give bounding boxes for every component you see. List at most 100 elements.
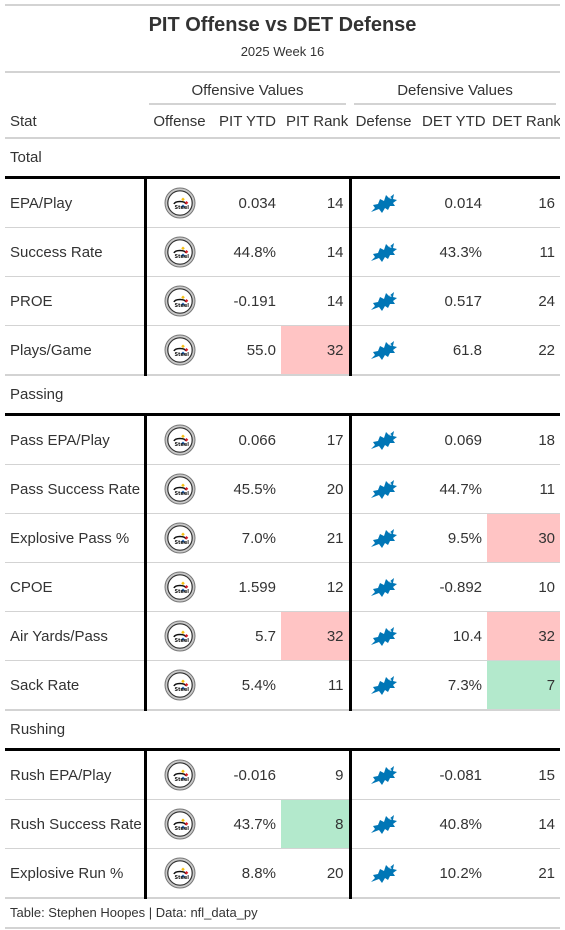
group-label: Rushing <box>5 710 561 751</box>
det-ytd-value: 43.3% <box>417 227 488 277</box>
offense-team-logo: Steel <box>143 414 214 465</box>
stat-label: Air Yards/Pass <box>5 611 145 661</box>
det-rank-value: 14 <box>487 799 561 849</box>
table-row: Success Rate Steel 44.8% 14 43.3% 11 <box>5 227 561 277</box>
det-rank-value: 11 <box>487 464 561 514</box>
pit-rank-value: 14 <box>281 177 351 228</box>
group-row: Rushing <box>5 710 561 751</box>
col-header-pit-ytd: PIT YTD <box>214 105 281 139</box>
group-label: Passing <box>5 375 561 416</box>
det-ytd-value: 0.014 <box>417 177 488 228</box>
table-subtitle: 2025 Week 16 <box>5 41 560 73</box>
col-header-pit-rank: PIT Rank <box>281 105 351 139</box>
table-title: PIT Offense vs DET Defense <box>148 14 417 36</box>
steelers-logo-icon: Steel <box>164 857 196 889</box>
stat-label: Pass EPA/Play <box>5 414 145 465</box>
offense-team-logo: Steel <box>143 611 214 661</box>
table-row: Pass EPA/Play Steel 0.066 17 0.069 18 <box>5 414 561 465</box>
svg-text:Steel: Steel <box>175 442 190 448</box>
defense-team-logo <box>348 513 418 563</box>
pit-ytd-value: -0.016 <box>214 749 281 800</box>
defense-team-logo <box>348 464 418 514</box>
stat-label: PROE <box>5 276 145 326</box>
det-ytd-value: 9.5% <box>417 513 488 563</box>
det-rank-value: 24 <box>487 276 561 326</box>
lions-logo-icon <box>368 864 400 883</box>
defense-team-logo <box>348 611 418 661</box>
comparison-table: Offensive Values Defensive Values Stat O… <box>5 73 561 899</box>
defense-team-logo <box>348 414 418 465</box>
stat-label: Pass Success Rate <box>5 464 145 514</box>
offense-team-logo: Steel <box>143 799 214 849</box>
det-rank-value: 11 <box>487 227 561 277</box>
lions-logo-icon <box>368 676 400 695</box>
defense-team-logo <box>348 799 418 849</box>
defense-team-logo <box>348 227 418 277</box>
stat-label: Success Rate <box>5 227 145 277</box>
stat-label: Explosive Run % <box>5 848 145 899</box>
table-row: Explosive Pass % Steel 7.0% 21 9.5% 30 <box>5 513 561 563</box>
stat-label: Sack Rate <box>5 660 145 711</box>
steelers-logo-icon: Steel <box>164 236 196 268</box>
pit-rank-value: 8 <box>281 799 351 849</box>
table-row: CPOE Steel 1.599 12 -0.892 10 <box>5 562 561 612</box>
pit-rank-value: 9 <box>281 749 351 800</box>
table-row: Plays/Game Steel 55.0 32 61.8 22 <box>5 325 561 376</box>
svg-text:Steel: Steel <box>175 638 190 644</box>
svg-text:Steel: Steel <box>175 589 190 595</box>
offense-team-logo: Steel <box>143 749 214 800</box>
det-ytd-value: 44.7% <box>417 464 488 514</box>
offense-team-logo: Steel <box>143 276 214 326</box>
pit-ytd-value: 5.4% <box>214 660 281 711</box>
det-ytd-value: 10.4 <box>417 611 488 661</box>
pit-ytd-value: 0.034 <box>214 177 281 228</box>
steelers-logo-icon: Steel <box>164 808 196 840</box>
svg-text:Steel: Steel <box>175 777 190 783</box>
defense-team-logo <box>348 749 418 800</box>
stats-table-container: PIT Offense vs DET Defense 2025 Week 16 … <box>5 4 561 929</box>
svg-text:Steel: Steel <box>175 491 190 497</box>
table-body: Total EPA/Play Steel 0.034 14 0.014 16 Succe… <box>5 138 561 899</box>
det-rank-value: 16 <box>487 177 561 228</box>
lions-logo-icon <box>368 292 400 311</box>
stat-label: EPA/Play <box>5 177 145 228</box>
defense-team-logo <box>348 660 418 711</box>
lions-logo-icon <box>368 578 400 597</box>
lions-logo-icon <box>368 766 400 785</box>
defense-team-logo <box>348 562 418 612</box>
col-header-det-ytd: DET YTD <box>417 105 488 139</box>
svg-text:Steel: Steel <box>175 875 190 881</box>
det-ytd-value: 0.069 <box>417 414 488 465</box>
pit-ytd-value: 0.066 <box>214 414 281 465</box>
det-ytd-value: 40.8% <box>417 799 488 849</box>
col-header-det-rank: DET Rank <box>487 105 561 139</box>
pit-rank-value: 21 <box>281 513 351 563</box>
svg-text:Steel: Steel <box>175 687 190 693</box>
det-rank-value: 32 <box>487 611 561 661</box>
defense-team-logo <box>348 177 418 228</box>
steelers-logo-icon: Steel <box>164 571 196 603</box>
lions-logo-icon <box>368 431 400 450</box>
det-ytd-value: -0.081 <box>417 749 488 800</box>
pit-rank-value: 14 <box>281 227 351 277</box>
table-row: Pass Success Rate Steel 45.5% 20 44.7% 11 <box>5 464 561 514</box>
offense-team-logo: Steel <box>143 660 214 711</box>
pit-rank-value: 17 <box>281 414 351 465</box>
det-rank-value: 7 <box>487 660 561 711</box>
steelers-logo-icon: Steel <box>164 187 196 219</box>
pit-ytd-value: 8.8% <box>214 848 281 899</box>
det-rank-value: 15 <box>487 749 561 800</box>
offense-team-logo: Steel <box>143 848 214 899</box>
lions-logo-icon <box>368 194 400 213</box>
svg-text:Steel: Steel <box>175 540 190 546</box>
table-row: Explosive Run % Steel 8.8% 20 10.2% 21 <box>5 848 561 899</box>
det-ytd-value: 10.2% <box>417 848 488 899</box>
table-row: Sack Rate Steel 5.4% 11 7.3% 7 <box>5 660 561 711</box>
group-row: Passing <box>5 375 561 416</box>
lions-logo-icon <box>368 341 400 360</box>
spanner-offensive-values: Offensive Values <box>145 73 350 105</box>
svg-text:Steel: Steel <box>175 826 190 832</box>
spanner-defensive-values: Defensive Values <box>350 73 560 105</box>
lions-logo-icon <box>368 529 400 548</box>
spanner-empty <box>5 73 145 105</box>
